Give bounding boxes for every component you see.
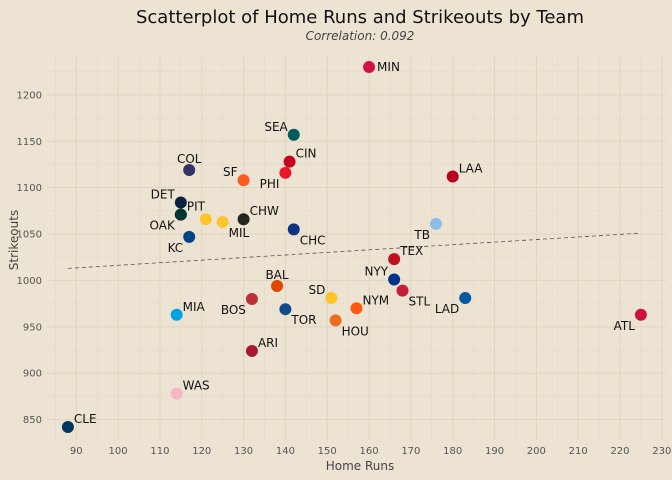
x-tick-label: 130	[234, 446, 253, 457]
y-tick-label: 1150	[17, 137, 42, 148]
y-tick-label: 900	[23, 369, 42, 380]
label-chc: CHC	[300, 233, 326, 247]
label-tex: TEX	[399, 244, 423, 258]
point-atl	[634, 308, 647, 321]
y-tick-label: 1200	[17, 90, 42, 101]
x-tick-label: 140	[276, 446, 295, 457]
x-tick-label: 150	[318, 446, 337, 457]
label-ari: ARI	[258, 336, 278, 350]
y-axis-title: Strikeouts	[7, 210, 21, 270]
point-mil	[216, 215, 229, 228]
label-lad: LAD	[435, 302, 459, 316]
x-tick-label: 100	[109, 446, 128, 457]
x-tick-label: 190	[485, 446, 504, 457]
point-sea	[287, 128, 300, 141]
grid	[47, 55, 666, 440]
point-sd	[325, 292, 338, 305]
point-stl	[396, 284, 409, 297]
point-cin	[283, 155, 296, 168]
x-axis-title: Home Runs	[326, 459, 395, 473]
trend-line	[67, 232, 641, 269]
point-hou	[329, 314, 342, 327]
label-sf: SF	[223, 165, 238, 179]
x-tick-label: 230	[652, 446, 671, 457]
label-bal: BAL	[265, 268, 288, 282]
point-lad	[459, 292, 472, 305]
point-tor	[279, 303, 292, 316]
label-chw: CHW	[250, 204, 279, 218]
x-tick-label: 120	[192, 446, 211, 457]
x-tick-label: 180	[443, 446, 462, 457]
x-tick-label: 110	[150, 446, 169, 457]
label-mil: MIL	[229, 226, 250, 240]
y-tick-label: 1000	[17, 276, 42, 287]
point-tex	[388, 253, 401, 266]
label-min: MIN	[377, 60, 400, 74]
chart-title: Scatterplot of Home Runs and Strikeouts …	[136, 7, 584, 28]
x-tick-label: 170	[401, 446, 420, 457]
trend-line-group	[67, 232, 641, 269]
label-stl: STL	[409, 295, 431, 309]
label-sd: SD	[309, 283, 326, 297]
chart-subtitle: Correlation: 0.092	[306, 29, 415, 43]
point-chw	[237, 213, 250, 226]
y-tick-label: 950	[23, 322, 42, 333]
y-tick-label: 1050	[17, 230, 42, 241]
y-tick-label: 1100	[17, 183, 42, 194]
point-min	[363, 61, 376, 74]
label-pit: PIT	[187, 200, 206, 214]
label-atl: ATL	[614, 319, 636, 333]
point-tb	[429, 217, 442, 230]
point-nym	[350, 302, 363, 315]
label-was: WAS	[183, 379, 210, 393]
y-axis-ticks: 850 900 950 1000 1050 1100 1150 1200	[17, 90, 42, 426]
label-det: DET	[151, 188, 176, 202]
label-mia: MIA	[183, 300, 206, 314]
point-phi	[279, 166, 292, 179]
label-hou: HOU	[342, 324, 369, 338]
label-kc: KC	[168, 241, 184, 255]
point-kc	[183, 230, 196, 243]
point-sf	[237, 174, 250, 187]
point-cle	[61, 421, 74, 434]
points-group	[61, 61, 647, 434]
point-bal	[271, 280, 284, 292]
y-tick-label: 850	[23, 415, 42, 426]
point-chc	[287, 223, 300, 236]
point-oak	[174, 208, 187, 221]
x-tick-label: 220	[610, 446, 629, 457]
label-tor: TOR	[290, 313, 316, 327]
point-det	[174, 196, 187, 209]
point-was	[170, 387, 183, 400]
x-tick-label: 200	[527, 446, 546, 457]
label-bos: BOS	[221, 303, 246, 317]
label-phi: PHI	[260, 177, 280, 191]
label-cin: CIN	[296, 147, 317, 161]
label-laa: LAA	[459, 162, 484, 176]
x-tick-label: 90	[70, 446, 83, 457]
point-ari	[245, 344, 258, 357]
x-axis-ticks: 90 100 110 120 130 140 150 160 170 180 190 200 210 22…	[70, 446, 671, 457]
label-oak: OAK	[150, 219, 176, 233]
label-sea: SEA	[264, 120, 288, 134]
point-bos	[245, 292, 258, 305]
point-mil	[199, 213, 212, 226]
label-col: COL	[177, 152, 202, 166]
label-nyy: NYY	[365, 265, 389, 279]
point-mia	[170, 308, 183, 321]
x-tick-label: 210	[569, 446, 588, 457]
point-col	[183, 164, 196, 177]
point-nyy	[388, 273, 401, 286]
label-nym: NYM	[363, 293, 390, 307]
label-tb: TB	[413, 228, 430, 242]
x-tick-label: 160	[360, 446, 379, 457]
point-laa	[446, 170, 459, 183]
label-cle: CLE	[74, 412, 97, 426]
